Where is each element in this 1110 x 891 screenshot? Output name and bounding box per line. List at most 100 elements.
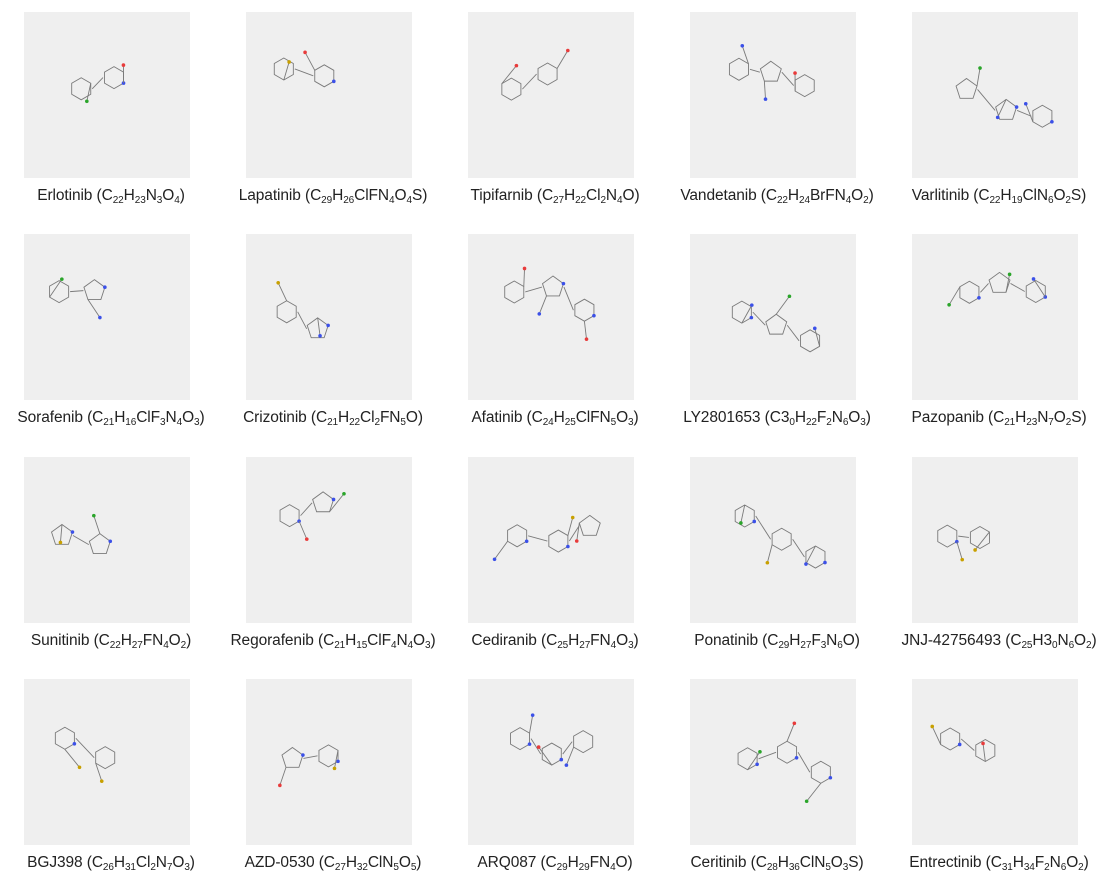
- structure-image: [468, 457, 634, 623]
- molecule-cell: JNJ-42756493 (C25H30N6O2): [888, 445, 1110, 667]
- molecule-name: Cediranib: [471, 632, 537, 649]
- molecule-caption: Lapatinib (C29H26ClFN4O4S): [238, 187, 428, 206]
- chemical-structure-drawing: [937, 524, 990, 562]
- structure-image: [468, 234, 634, 400]
- molecule-cell: Erlotinib (C22H23N3O4): [0, 0, 222, 222]
- structure-image: [246, 679, 412, 845]
- molecule-name: Pazopanib: [911, 409, 984, 426]
- structure-image: [912, 12, 1078, 178]
- molecule-caption: Sorafenib (C21H16ClF3N4O3): [17, 409, 205, 428]
- structure-image: [690, 12, 856, 178]
- molecule-caption: Afatinib (C24H25ClFN5O3): [471, 409, 639, 428]
- chemical-structure-drawing: [734, 504, 827, 569]
- molecular-formula: C21H16ClF3N4O3: [92, 409, 200, 428]
- structure-image: [690, 457, 856, 623]
- molecular-formula: C22H19ClN6O2S: [978, 187, 1082, 206]
- molecule-cell: ARQ087 (C29H29FN4O): [444, 667, 666, 889]
- molecular-formula: C24H25ClFN5O3: [531, 409, 634, 428]
- molecule-cell: AZD-0530 (C27H32ClN5O5): [222, 667, 444, 889]
- molecule-name: Afatinib: [471, 409, 523, 426]
- molecule-cell: Pazopanib (C21H23N7O2S): [888, 222, 1110, 444]
- chemical-structure-drawing: [49, 277, 107, 320]
- molecule-cell: Ponatinib (C29H27F3N6O): [666, 445, 888, 667]
- chemical-structure-drawing: [279, 491, 346, 541]
- structure-image: [24, 12, 190, 178]
- structure-image: [690, 679, 856, 845]
- molecule-caption: LY2801653 (C30H22F2N6O3): [683, 409, 871, 428]
- chemical-structure-drawing: [504, 266, 596, 341]
- chemical-structure-drawing: [510, 713, 594, 767]
- molecular-formula: C21H23N7O2S: [993, 409, 1082, 428]
- molecule-name: Tipifarnib: [470, 187, 533, 204]
- molecular-formula: C27H22Cl2N4O: [541, 187, 635, 206]
- molecule-caption: Vandetanib (C22H24BrFN4O2): [680, 187, 874, 206]
- molecule-name: Sorafenib: [17, 409, 83, 426]
- structure-image: [690, 234, 856, 400]
- molecule-cell: BGJ398 (C26H31Cl2N7O3): [0, 667, 222, 889]
- molecular-formula: C28H36ClN5O3S: [755, 854, 859, 873]
- molecule-caption: Tipifarnib (C27H22Cl2N4O): [470, 187, 640, 206]
- molecule-caption: BGJ398 (C26H31Cl2N7O3): [27, 854, 195, 873]
- chemical-structure-drawing: [728, 43, 815, 101]
- molecule-cell: Cediranib (C25H27FN4O3): [444, 445, 666, 667]
- molecule-caption: Varlitinib (C22H19ClN6O2S): [911, 187, 1087, 206]
- molecule-cell: Lapatinib (C29H26ClFN4O4S): [222, 0, 444, 222]
- molecule-name: Crizotinib: [243, 409, 307, 426]
- molecule-name: BGJ398: [27, 854, 83, 871]
- structure-image: [24, 679, 190, 845]
- molecule-name: Ceritinib: [690, 854, 747, 871]
- molecule-cell: Sorafenib (C21H16ClF3N4O3): [0, 222, 222, 444]
- molecule-caption: AZD-0530 (C27H32ClN5O5): [244, 854, 422, 873]
- molecular-formula: C25H30N6O2: [1010, 632, 1092, 651]
- molecule-cell: LY2801653 (C30H22F2N6O3): [666, 222, 888, 444]
- molecular-formula: C25H27FN4O3: [546, 632, 634, 651]
- molecular-formula: C22H23N3O4: [101, 187, 180, 206]
- molecule-name: JNJ-42756493: [901, 632, 1002, 649]
- molecule-caption: Pazopanib (C21H23N7O2S): [911, 409, 1087, 428]
- molecule-caption: Entrectinib (C31H34F2N6O2): [909, 854, 1089, 873]
- molecule-caption: Ceritinib (C28H36ClN5O3S): [690, 854, 864, 873]
- molecular-formula: C26H31Cl2N7O3: [91, 854, 190, 873]
- molecular-formula: C29H29FN4O: [545, 854, 628, 873]
- molecular-formula: C27H32ClN5O5: [323, 854, 417, 873]
- molecule-cell: Sunitinib (C22H27FN4O2): [0, 445, 222, 667]
- molecule-name: Regorafenib: [230, 632, 314, 649]
- molecular-formula: C29H27F3N6O: [767, 632, 855, 651]
- molecule-name: Entrectinib: [909, 854, 982, 871]
- molecule-caption: Sunitinib (C22H27FN4O2): [30, 632, 192, 651]
- molecule-name: Vandetanib: [680, 187, 757, 204]
- molecule-caption: ARQ087 (C29H29FN4O): [477, 854, 633, 873]
- chemical-structure-drawing: [273, 50, 336, 88]
- molecule-name: Varlitinib: [911, 187, 970, 204]
- molecule-cell: Tipifarnib (C27H22Cl2N4O): [444, 0, 666, 222]
- molecule-caption: Erlotinib (C22H23N3O4): [37, 187, 185, 206]
- molecule-cell: Ceritinib (C28H36ClN5O3S): [666, 667, 888, 889]
- chemical-structure-drawing: [930, 724, 996, 762]
- chemical-structure-drawing: [278, 744, 340, 788]
- molecular-formula: C30H22F2N6O3: [769, 409, 866, 428]
- molecular-formula: C21H22Cl2FN5O: [315, 409, 418, 428]
- chemical-structure-drawing: [947, 271, 1048, 307]
- chemical-structure-drawing: [276, 280, 330, 339]
- chemical-structure-drawing: [54, 726, 116, 783]
- chemical-structure-drawing: [492, 514, 601, 562]
- molecule-caption: Cediranib (C25H27FN4O3): [471, 632, 639, 651]
- molecule-cell: Crizotinib (C21H22Cl2FN5O): [222, 222, 444, 444]
- molecule-name: Lapatinib: [238, 187, 301, 204]
- molecule-cell: Entrectinib (C31H34F2N6O2): [888, 667, 1110, 889]
- molecule-cell: Vandetanib (C22H24BrFN4O2): [666, 0, 888, 222]
- molecule-cell: Regorafenib (C21H15ClF4N4O3): [222, 445, 444, 667]
- molecule-name: ARQ087: [477, 854, 537, 871]
- molecule-caption: Ponatinib (C29H27F3N6O): [694, 632, 860, 651]
- molecule-name: LY2801653: [683, 409, 761, 426]
- chemical-structure-drawing: [71, 63, 126, 104]
- molecular-formula: C22H24BrFN4O2: [765, 187, 869, 206]
- structure-image: [912, 234, 1078, 400]
- molecule-caption: Crizotinib (C21H22Cl2FN5O): [243, 409, 423, 428]
- chemical-structure-drawing: [955, 66, 1054, 128]
- molecular-formula: C31H34F2N6O2: [990, 854, 1084, 873]
- structure-image: [912, 679, 1078, 845]
- chemical-structure-drawing: [50, 513, 113, 554]
- structure-image: [468, 679, 634, 845]
